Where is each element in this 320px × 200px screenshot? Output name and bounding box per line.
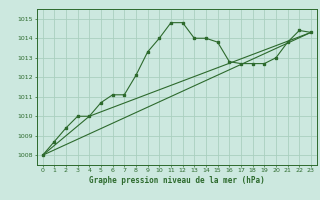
X-axis label: Graphe pression niveau de la mer (hPa): Graphe pression niveau de la mer (hPa) (89, 176, 265, 185)
